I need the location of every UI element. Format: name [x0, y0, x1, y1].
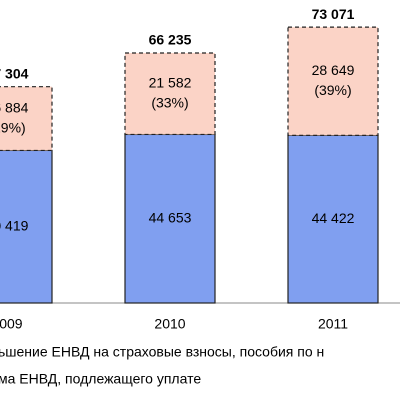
- value-label: 21 582: [149, 74, 192, 90]
- bar-segment: [287, 26, 379, 136]
- value-label: 44 422: [312, 210, 355, 226]
- percent-label: (29%): [0, 119, 26, 135]
- value-label: 28 649: [312, 62, 355, 78]
- legend-label: ьшение ЕНВД на страховые взносы, пособия…: [0, 344, 324, 360]
- percent-label: (33%): [151, 94, 188, 110]
- bar-segment: [0, 86, 53, 152]
- percent-label: (39%): [314, 82, 351, 98]
- x-tick-label: 2010: [154, 316, 185, 332]
- total-label: 73 071: [312, 6, 355, 22]
- value-label: 40 419: [0, 217, 29, 233]
- total-label: 57 304: [0, 65, 29, 81]
- bar-segment: [124, 133, 216, 304]
- value-label: 44 653: [149, 209, 192, 225]
- value-label: 16 884: [0, 99, 29, 115]
- legend-label: ма ЕНВД, подлежащего уплате: [0, 371, 201, 387]
- bar-segment: [287, 134, 379, 304]
- x-tick-label: 2011: [318, 316, 348, 332]
- total-label: 66 235: [149, 32, 192, 48]
- bar-segment: [124, 52, 216, 136]
- x-tick-label: 2009: [0, 316, 23, 332]
